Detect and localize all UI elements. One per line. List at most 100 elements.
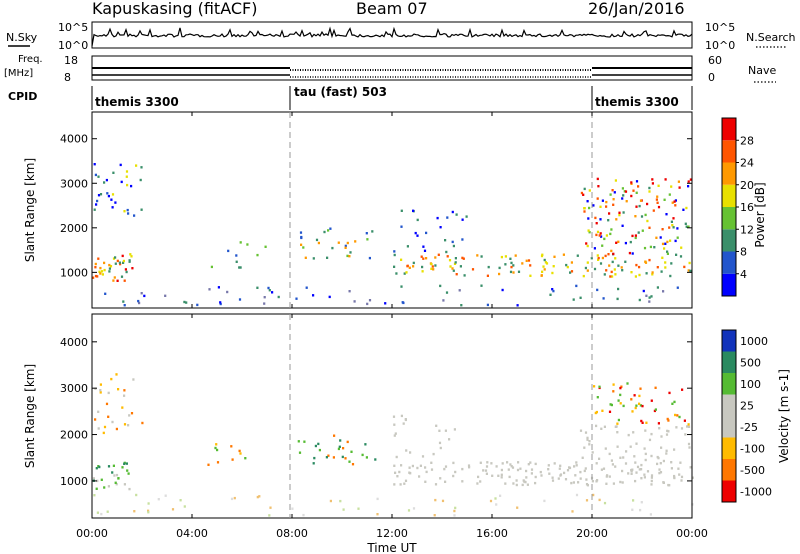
scatter-cell xyxy=(430,262,433,266)
scatter-cell xyxy=(534,462,537,466)
scatter-cell xyxy=(633,394,636,397)
scatter-cell xyxy=(126,469,129,472)
scatter-cell xyxy=(522,479,525,482)
scatter-cell xyxy=(235,260,238,263)
scatter-cell xyxy=(128,259,131,262)
scatter-cell xyxy=(421,270,424,273)
echo-region xyxy=(580,177,692,256)
scatter-cell xyxy=(103,261,106,265)
scatter-cell xyxy=(480,284,483,287)
scatter-cell xyxy=(121,254,124,258)
scatter-cell xyxy=(106,510,109,513)
scatter-cell xyxy=(480,255,483,258)
scatter-cell xyxy=(621,187,624,190)
scatter-cell xyxy=(638,402,641,405)
scatter-cell xyxy=(689,178,692,181)
echo-region xyxy=(393,461,694,487)
scatter-cell xyxy=(323,230,326,234)
y-tick-label: 2000 xyxy=(60,222,88,235)
power-ylabel: Slant Range [km] xyxy=(23,158,37,262)
scatter-cell xyxy=(524,480,527,484)
scatter-cell xyxy=(491,474,494,477)
scatter-cell xyxy=(575,493,579,497)
scatter-cell xyxy=(100,478,103,481)
scatter-cell xyxy=(98,465,101,469)
scatter-cell xyxy=(670,467,673,470)
scatter-cell xyxy=(113,276,116,279)
scatter-cell xyxy=(418,475,421,478)
scatter-cell xyxy=(346,440,349,444)
scatter-cell xyxy=(244,457,247,460)
scatter-cell xyxy=(408,471,411,474)
scatter-cell xyxy=(122,259,125,263)
scatter-cell xyxy=(384,302,387,305)
scatter-cell xyxy=(217,286,220,289)
scatter-cell xyxy=(669,274,672,278)
scatter-cell xyxy=(127,424,130,427)
scatter-cell xyxy=(634,215,637,218)
scatter-cell xyxy=(585,499,589,502)
scatter-cell xyxy=(487,265,490,269)
scatter-cell xyxy=(650,295,653,298)
scatter-cell xyxy=(107,415,110,418)
scatter-cell xyxy=(575,461,578,464)
scatter-cell xyxy=(125,170,129,173)
scatter-cell xyxy=(574,474,577,477)
scatter-cell xyxy=(575,284,578,288)
scatter-cell xyxy=(657,184,660,187)
scatter-cell xyxy=(498,266,501,270)
scatter-cell xyxy=(639,508,642,512)
scatter-cell xyxy=(640,468,643,471)
scatter-cell xyxy=(399,483,402,486)
scatter-cell xyxy=(630,468,633,472)
scatter-cell xyxy=(627,433,630,437)
scatter-cell xyxy=(233,496,236,500)
scatter-cell xyxy=(525,469,528,473)
scatter-cell xyxy=(393,434,396,437)
scatter-cell xyxy=(344,457,347,460)
scatter-cell xyxy=(398,470,401,474)
scatter-cell xyxy=(510,261,513,265)
nsky-label: N.Sky xyxy=(6,31,38,44)
scatter-cell xyxy=(648,438,652,442)
scatter-cell xyxy=(632,499,635,502)
scatter-cell xyxy=(621,269,624,272)
scatter-cell xyxy=(119,163,122,167)
scatter-cell xyxy=(351,463,355,466)
scatter-cell xyxy=(157,498,160,501)
scatter-cell xyxy=(400,464,403,467)
scatter-cell xyxy=(655,198,658,201)
scatter-cell xyxy=(485,472,488,475)
scatter-cell xyxy=(579,429,583,432)
scatter-cell xyxy=(638,204,641,208)
scatter-cell xyxy=(648,296,651,299)
scatter-cell xyxy=(395,455,398,459)
scatter-cell xyxy=(588,443,591,446)
scatter-cell xyxy=(512,482,515,485)
scatter-cell xyxy=(300,243,303,246)
scatter-cell xyxy=(551,476,554,479)
scatter-cell xyxy=(618,211,621,214)
scatter-cell xyxy=(666,417,669,421)
scatter-cell xyxy=(613,191,616,194)
scatter-cell xyxy=(342,447,345,450)
scatter-cell xyxy=(439,226,442,229)
scatter-cell xyxy=(132,378,135,381)
scatter-cell xyxy=(208,288,211,291)
freq-strip: Freq. [MHz] 18 8 60 0 Nave xyxy=(4,54,776,84)
scatter-cell xyxy=(238,298,242,301)
scatter-cell xyxy=(585,478,588,481)
scatter-cell xyxy=(644,213,647,217)
scatter-cell xyxy=(516,304,519,307)
scatter-cell xyxy=(654,386,657,389)
scatter-cell xyxy=(668,226,671,229)
scatter-cell xyxy=(676,227,679,230)
scatter-cell xyxy=(687,269,690,272)
scatter-cell xyxy=(657,422,660,425)
scatter-cell xyxy=(541,270,544,273)
scatter-cell xyxy=(312,294,315,297)
scatter-cell xyxy=(277,295,280,299)
colorbar-segment xyxy=(722,207,736,230)
scatter-cell xyxy=(183,505,186,508)
